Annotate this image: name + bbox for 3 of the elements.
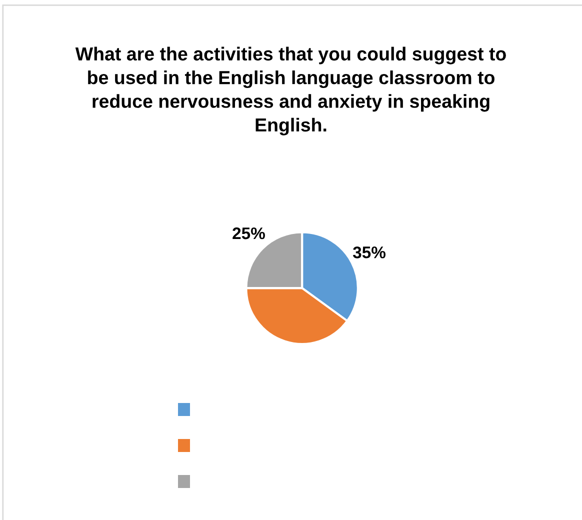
chart-title: What are the activities that you could suggest to be used in the English language classroom to reduce nervousness and anxiety in speaking English. bbox=[75, 46, 506, 136]
data-label: 25% bbox=[232, 227, 265, 240]
data-label: 35% bbox=[352, 246, 386, 258]
